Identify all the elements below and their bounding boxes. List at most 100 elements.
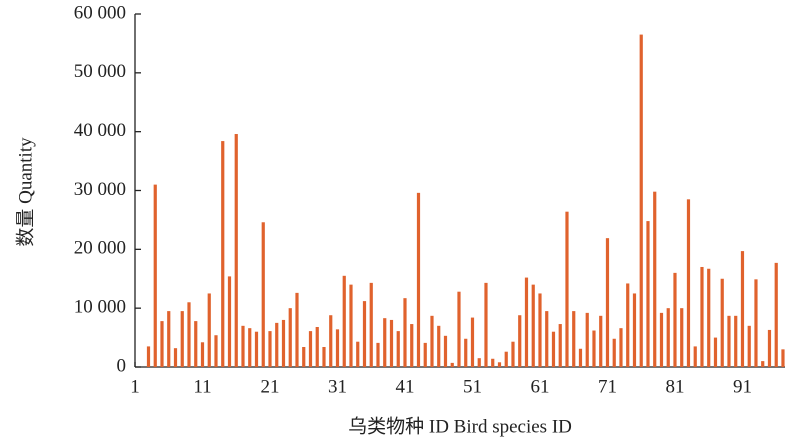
- bar: [295, 292, 299, 367]
- bar: [322, 346, 326, 367]
- bar: [335, 329, 340, 367]
- bar: [356, 341, 360, 367]
- x-tick-label: 71: [598, 376, 617, 397]
- bar: [632, 293, 637, 367]
- bar: [254, 331, 259, 367]
- bar: [464, 338, 468, 367]
- bar: [592, 330, 596, 367]
- bar: [734, 315, 738, 367]
- bar: [727, 315, 731, 367]
- bar: [315, 326, 319, 367]
- bar: [227, 276, 232, 367]
- bar: [410, 324, 414, 367]
- bar: [605, 238, 610, 367]
- bar: [308, 331, 313, 367]
- bar: [180, 311, 184, 367]
- x-axis-label: 乌类物种 ID Bird species ID: [348, 415, 572, 437]
- bar: [700, 266, 704, 367]
- bar: [619, 328, 623, 367]
- x-tick-label: 91: [733, 376, 752, 397]
- bar: [221, 141, 225, 367]
- bar: [443, 335, 448, 367]
- bar: [416, 192, 421, 367]
- bar: [686, 199, 691, 367]
- bar: [740, 251, 745, 367]
- bar: [524, 277, 529, 367]
- bar: [484, 282, 488, 367]
- x-tick-label: 21: [260, 376, 279, 397]
- y-tick-label: 0: [117, 355, 127, 376]
- bar: [396, 331, 400, 367]
- x-tick-label: 41: [395, 376, 414, 397]
- bar: [599, 315, 603, 367]
- bar: [680, 308, 684, 367]
- bar: [173, 348, 178, 367]
- y-tick-label: 50 000: [74, 61, 126, 82]
- bar: [639, 34, 643, 367]
- bar: [288, 308, 292, 367]
- bar: [329, 315, 333, 367]
- bar: [774, 262, 778, 367]
- bar: [558, 324, 562, 367]
- bar: [450, 362, 454, 367]
- bar: [146, 346, 151, 367]
- bar: [491, 358, 495, 367]
- bar: [545, 311, 549, 367]
- bar: [646, 221, 650, 367]
- bar: [720, 278, 724, 367]
- bar: [369, 282, 373, 367]
- bar: [167, 311, 171, 367]
- x-tick-label: 1: [130, 376, 140, 397]
- bar: [511, 341, 515, 367]
- bar: [653, 191, 657, 367]
- bar: [268, 331, 272, 367]
- bar: [477, 358, 481, 367]
- bar: [241, 325, 245, 367]
- bar: [754, 279, 758, 367]
- bar: [281, 319, 286, 367]
- y-tick-label: 20 000: [74, 238, 126, 259]
- y-tick-label: 40 000: [74, 120, 126, 141]
- bar: [781, 349, 785, 367]
- bar: [187, 302, 191, 367]
- bar: [747, 325, 751, 367]
- bar: [234, 134, 238, 367]
- bar: [200, 342, 205, 367]
- bar: [578, 348, 583, 367]
- bar: [713, 337, 718, 367]
- bar: [551, 331, 556, 367]
- bar: [275, 322, 279, 367]
- bar: [504, 351, 508, 367]
- bar: [437, 325, 441, 367]
- bar: [707, 268, 711, 367]
- x-tick-label: 51: [463, 376, 482, 397]
- bar: [362, 301, 367, 367]
- bar: [626, 283, 630, 367]
- x-tick-label: 61: [530, 376, 549, 397]
- bar: [376, 342, 380, 367]
- y-tick-label: 30 000: [74, 179, 126, 200]
- bar: [531, 284, 535, 367]
- bar: [248, 328, 252, 367]
- bar: [261, 222, 265, 367]
- bar: [389, 319, 394, 367]
- bar: [497, 362, 502, 367]
- y-tick-label: 10 000: [74, 297, 126, 318]
- bar: [423, 342, 427, 367]
- bar: [470, 317, 475, 367]
- bar: [673, 272, 677, 367]
- bar: [666, 308, 670, 367]
- bar: [457, 291, 461, 367]
- bar: [403, 298, 407, 367]
- bar: [538, 293, 542, 367]
- bar: [302, 346, 306, 367]
- bar: [430, 315, 434, 367]
- y-axis-label: 数量 Quantity: [14, 137, 36, 247]
- bar: [194, 321, 198, 367]
- bar: [518, 315, 522, 367]
- bar: [693, 346, 697, 367]
- bar: [207, 293, 211, 367]
- bar: [383, 318, 387, 367]
- bar: [214, 335, 218, 367]
